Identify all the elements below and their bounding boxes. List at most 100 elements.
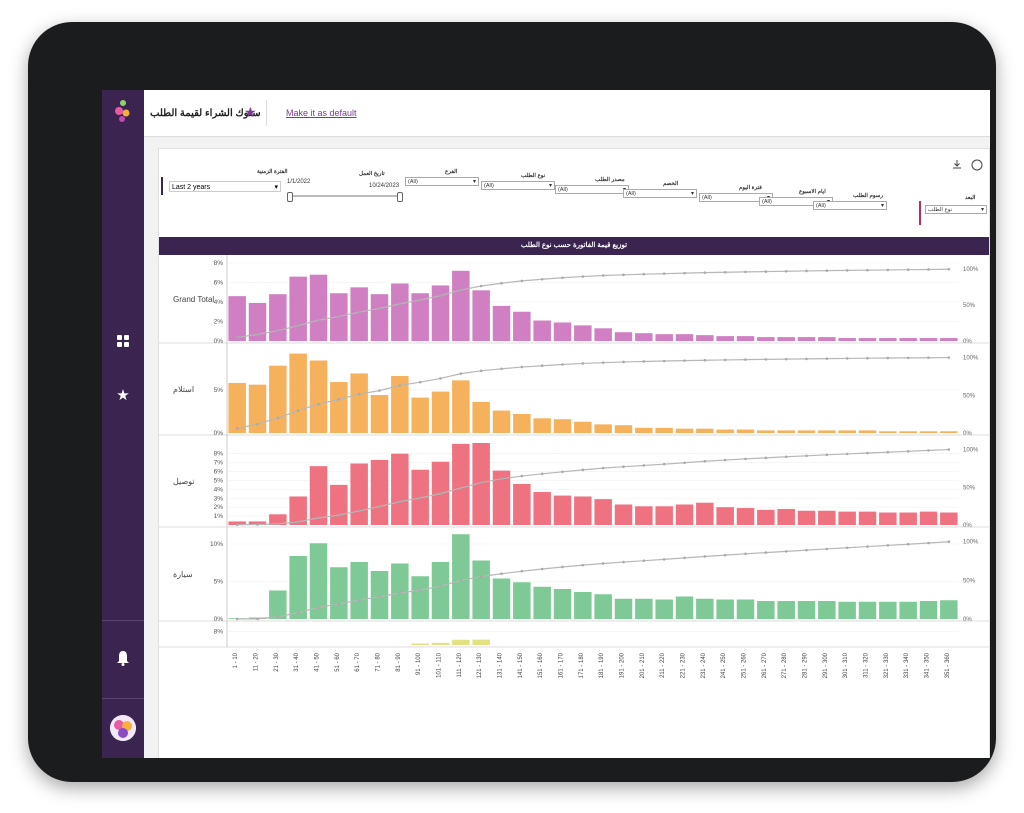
pareto-point bbox=[866, 268, 869, 272]
filter-select[interactable]: (All) bbox=[405, 177, 479, 186]
bar bbox=[411, 643, 429, 645]
measure-select[interactable]: نوع الطلب bbox=[925, 205, 987, 214]
series-label: استلام bbox=[173, 385, 194, 394]
bar bbox=[269, 590, 287, 619]
bar bbox=[513, 414, 531, 433]
pareto-point bbox=[479, 284, 483, 288]
bar bbox=[858, 430, 877, 433]
bar bbox=[838, 430, 856, 433]
y-tick-label: 2% bbox=[214, 319, 224, 326]
pareto-point bbox=[906, 542, 910, 546]
measure-label: البعد bbox=[965, 195, 976, 201]
sidebar: ★ bbox=[102, 90, 144, 758]
pareto-point bbox=[418, 298, 422, 302]
pareto-point bbox=[764, 456, 768, 460]
pareto-point bbox=[235, 617, 239, 621]
x-tick-label: 141 - 150 bbox=[518, 652, 524, 678]
bar bbox=[899, 601, 917, 619]
period-filter: الفترة الزمنية Last 2 years bbox=[161, 169, 288, 195]
notification-bell-icon[interactable] bbox=[114, 650, 132, 668]
bar bbox=[330, 567, 348, 619]
filter-label: فترة اليوم bbox=[739, 185, 762, 191]
x-tick-label: 301 - 310 bbox=[843, 652, 849, 678]
bar bbox=[391, 453, 409, 525]
bar bbox=[411, 576, 429, 619]
pareto-point bbox=[540, 277, 544, 281]
user-avatar[interactable] bbox=[110, 715, 136, 741]
pareto-point bbox=[520, 365, 524, 369]
pareto-point bbox=[886, 544, 890, 547]
pareto-tick-label: 0% bbox=[963, 431, 972, 437]
y-tick-label: 3% bbox=[214, 495, 224, 502]
x-tick-label: 41 - 50 bbox=[315, 652, 321, 671]
make-default-link[interactable]: Make it as default bbox=[286, 108, 357, 118]
bar bbox=[757, 509, 775, 525]
pareto-tick-label: 50% bbox=[963, 578, 976, 584]
download-icon[interactable] bbox=[951, 159, 963, 171]
bar bbox=[818, 430, 836, 433]
pareto-point bbox=[601, 466, 605, 470]
bar bbox=[533, 320, 551, 341]
pareto-point bbox=[906, 268, 910, 272]
bar bbox=[940, 338, 958, 341]
bar bbox=[289, 556, 307, 619]
x-tick-label: 181 - 190 bbox=[599, 652, 605, 678]
pareto-point bbox=[805, 454, 808, 458]
date-range-slider[interactable] bbox=[291, 195, 401, 197]
pareto-point bbox=[703, 555, 707, 558]
x-tick-label: 331 - 340 bbox=[904, 652, 910, 678]
dashboard-icon[interactable] bbox=[114, 333, 132, 351]
bar bbox=[919, 511, 938, 525]
x-tick-label: 31 - 40 bbox=[294, 652, 300, 671]
period-select[interactable]: Last 2 years bbox=[169, 181, 281, 193]
bar bbox=[675, 428, 694, 433]
pareto-point bbox=[866, 451, 869, 455]
y-tick-label: 8% bbox=[214, 260, 224, 267]
pareto-tick-label: 100% bbox=[963, 356, 979, 362]
pareto-point bbox=[886, 356, 890, 360]
pareto-point bbox=[418, 588, 422, 592]
bar bbox=[797, 337, 816, 341]
y-tick-label: 5% bbox=[214, 579, 224, 586]
bar bbox=[594, 328, 612, 341]
bar bbox=[675, 504, 694, 525]
pareto-tick-label: 0% bbox=[963, 339, 972, 345]
bar bbox=[594, 499, 612, 525]
pareto-point bbox=[581, 563, 585, 567]
bar bbox=[452, 534, 470, 619]
pareto-tick-label: 100% bbox=[963, 267, 979, 273]
pareto-point bbox=[357, 598, 361, 602]
bar bbox=[919, 338, 938, 341]
pareto-point bbox=[378, 595, 381, 599]
pareto-point bbox=[561, 470, 564, 474]
bar bbox=[635, 598, 653, 619]
filter-select[interactable]: (All) bbox=[555, 185, 629, 194]
pareto-point bbox=[622, 560, 625, 564]
pareto-point bbox=[825, 453, 829, 457]
bar bbox=[716, 507, 734, 525]
y-tick-label: 5% bbox=[214, 477, 224, 484]
pareto-point bbox=[459, 579, 463, 582]
slider-start-handle[interactable] bbox=[287, 192, 293, 202]
bar bbox=[452, 380, 470, 433]
pareto-point bbox=[581, 275, 585, 278]
bar bbox=[757, 337, 775, 341]
slider-end-handle[interactable] bbox=[397, 192, 403, 202]
favorite-star-icon[interactable]: ★ bbox=[244, 104, 257, 120]
pareto-tick-label: 50% bbox=[963, 485, 976, 491]
pareto-point bbox=[479, 575, 483, 578]
info-icon[interactable] bbox=[971, 159, 983, 171]
pareto-point bbox=[500, 477, 503, 481]
pareto-point bbox=[398, 591, 402, 595]
pareto-point bbox=[235, 523, 239, 527]
filter-select[interactable]: (All) bbox=[623, 189, 697, 198]
x-tick-label: 91 - 100 bbox=[416, 652, 422, 675]
bar bbox=[614, 332, 633, 341]
bar bbox=[594, 424, 612, 433]
filter-select[interactable]: (All) bbox=[813, 201, 887, 210]
x-tick-label: 221 - 230 bbox=[681, 652, 687, 678]
favorites-star-icon[interactable]: ★ bbox=[116, 387, 130, 404]
pareto-point bbox=[947, 356, 951, 359]
pareto-point bbox=[927, 541, 930, 545]
filter-select[interactable]: (All) bbox=[481, 181, 555, 190]
